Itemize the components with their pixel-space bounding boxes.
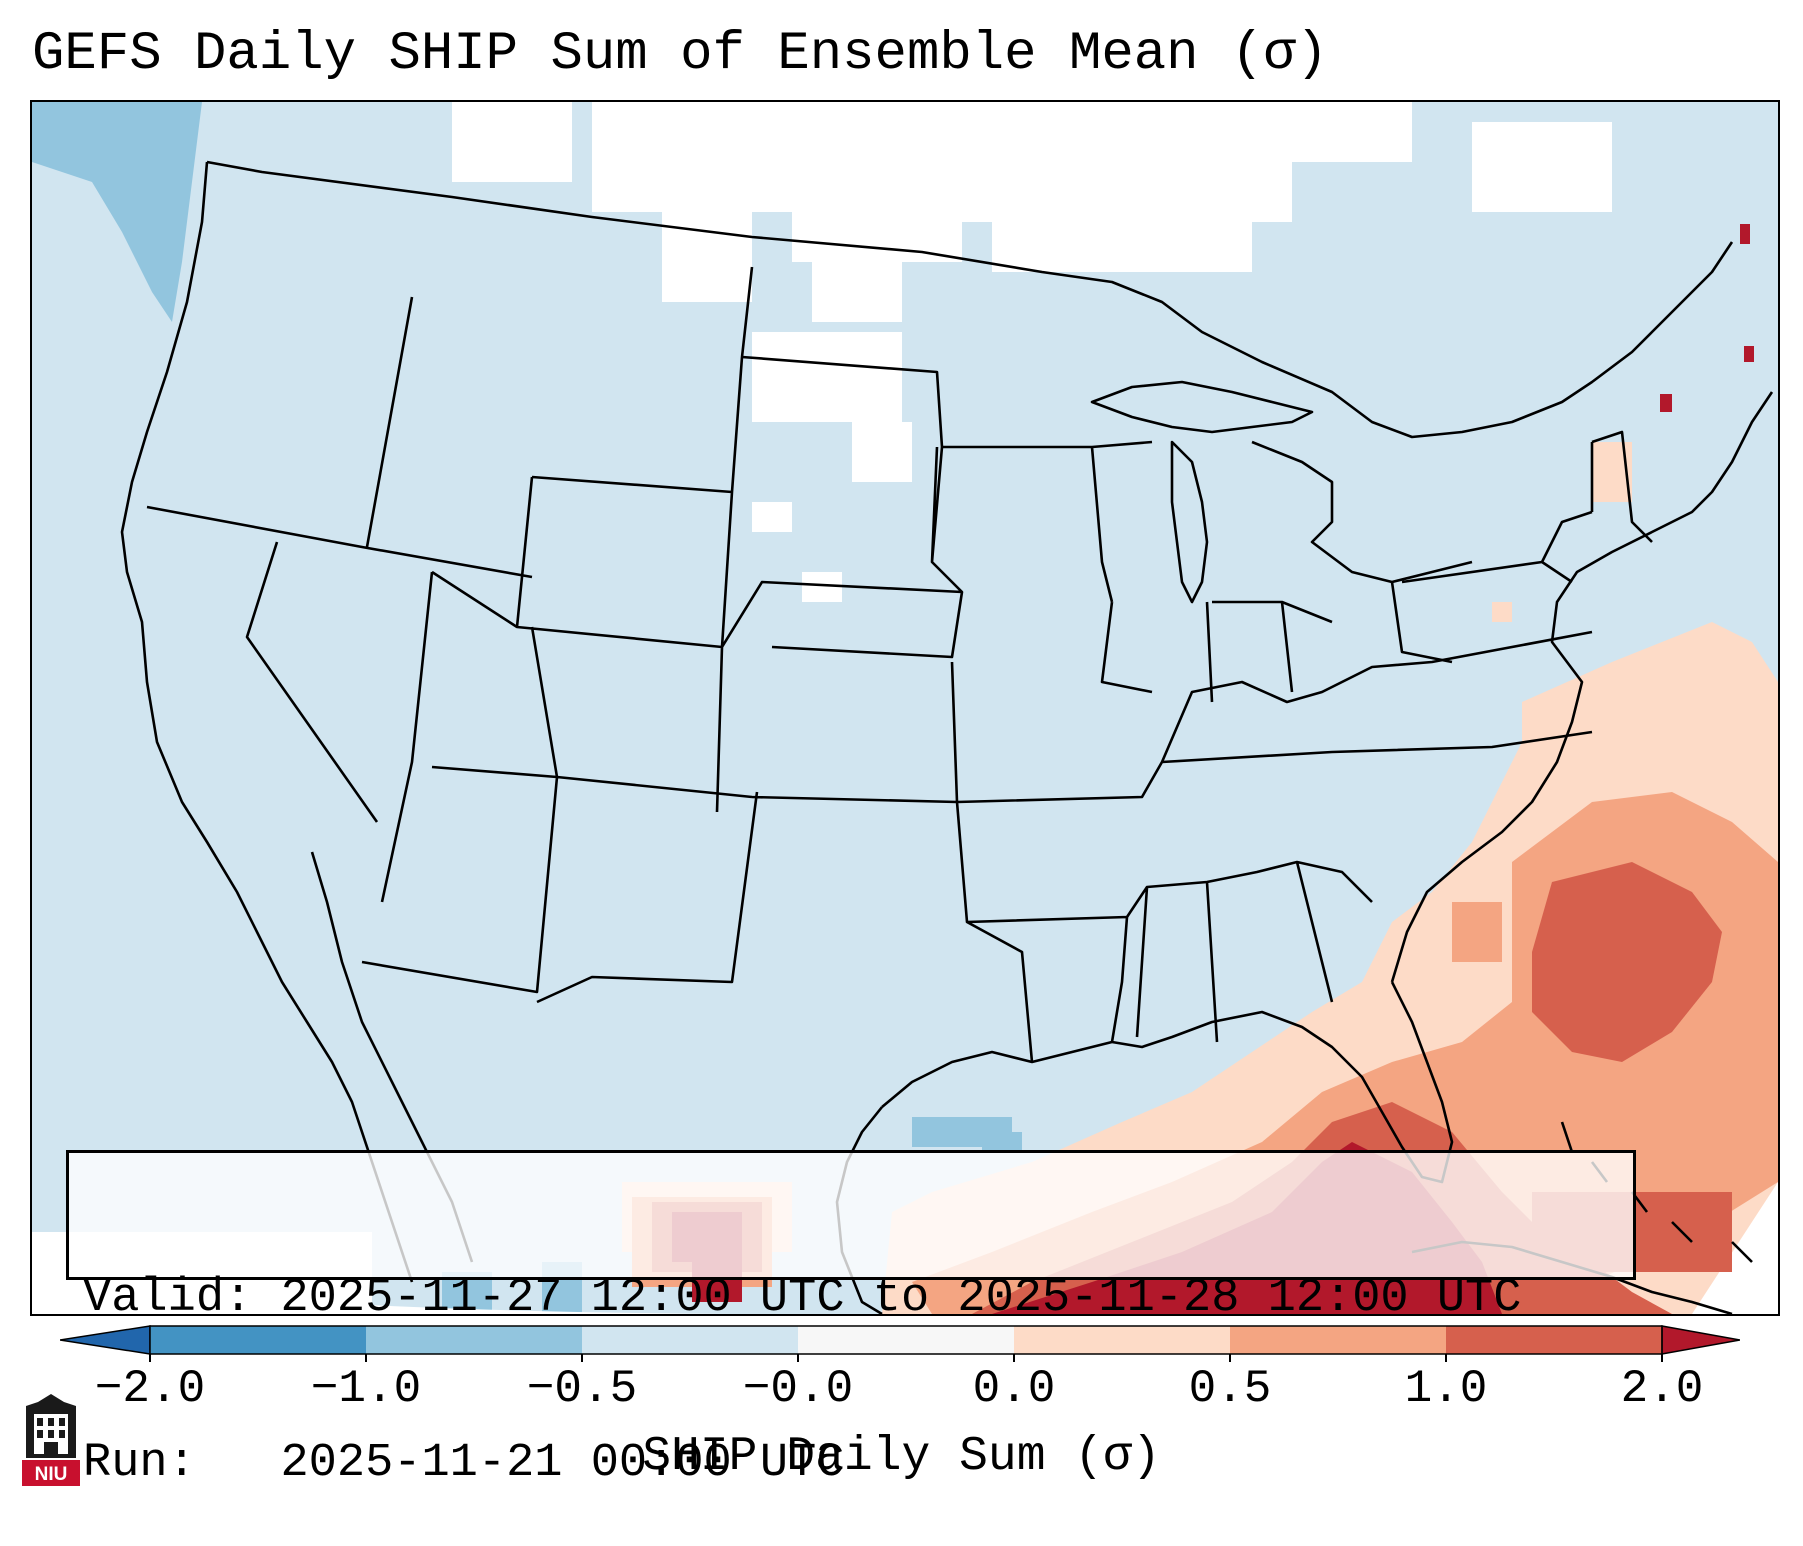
colorbar	[60, 1325, 1740, 1362]
colorbar-tick-label: 0.5	[1188, 1363, 1272, 1415]
colorbar-ticks	[149, 1354, 1663, 1362]
projection-edge	[32, 1282, 732, 1314]
run-value: 2025-11-21 00:00 UTC	[280, 1437, 845, 1490]
colorbar-bin-3	[582, 1326, 798, 1354]
map-title: GEFS Daily SHIP Sum of Ensemble Mean (σ)	[32, 24, 1329, 85]
colorbar-tick-label: −0.0	[742, 1363, 854, 1415]
logo-text: NIU	[35, 1464, 68, 1485]
map-panel	[30, 100, 1780, 1316]
valid-value: 2025-11-27 12:00 UTC to 2025-11-28 12:00…	[280, 1272, 1522, 1325]
lake-superior	[1090, 380, 1314, 434]
run-label: Run:	[83, 1437, 196, 1490]
map-canvas	[32, 102, 1778, 1314]
colorbar-extend-low	[60, 1325, 151, 1355]
colorbar-extend-high	[1661, 1325, 1740, 1355]
colorbar-tick-label: −0.5	[526, 1363, 638, 1415]
colorbar-label: SHIP Daily Sum (σ)	[642, 1430, 1161, 1484]
pacific-coastline	[120, 161, 414, 1283]
colorbar-tick-label: −1.0	[310, 1363, 422, 1415]
colorbar-outline	[149, 1325, 1663, 1355]
colorbar-bin-1	[150, 1326, 366, 1354]
colorbar-tick-label: 2.0	[1620, 1363, 1704, 1415]
valid-row: Valid: 2025-11-27 12:00 UTC to 2025-11-2…	[83, 1271, 1633, 1326]
colorbar-tick-label: 1.0	[1404, 1363, 1488, 1415]
colorbar-tick-label: −2.0	[94, 1363, 206, 1415]
lake-michigan	[1170, 440, 1209, 604]
valid-label: Valid:	[83, 1272, 253, 1325]
field-negative-weak	[32, 102, 1702, 1314]
niu-logo-icon: NIU	[22, 1394, 80, 1486]
colorbar-tick-label: 0.0	[972, 1363, 1056, 1415]
colorbar-bin-7	[1446, 1326, 1662, 1354]
state-borders	[146, 266, 1653, 1063]
atlantic-coastline	[1390, 391, 1774, 983]
run-row: Run: 2025-11-21 00:00 UTC	[83, 1436, 1633, 1491]
valid-run-info: Valid: 2025-11-27 12:00 UTC to 2025-11-2…	[66, 1150, 1636, 1490]
colorbar-bin-4	[798, 1326, 1014, 1354]
colorbar-bin-6	[1230, 1326, 1446, 1354]
boundaries	[120, 160, 1774, 1314]
colorbar-bin-2	[366, 1326, 582, 1354]
colorbar-bin-5	[1014, 1326, 1230, 1354]
us-canada-border	[206, 160, 1734, 439]
gulf-coastline	[881, 981, 1454, 1184]
lake-huron-erie	[1251, 440, 1473, 584]
